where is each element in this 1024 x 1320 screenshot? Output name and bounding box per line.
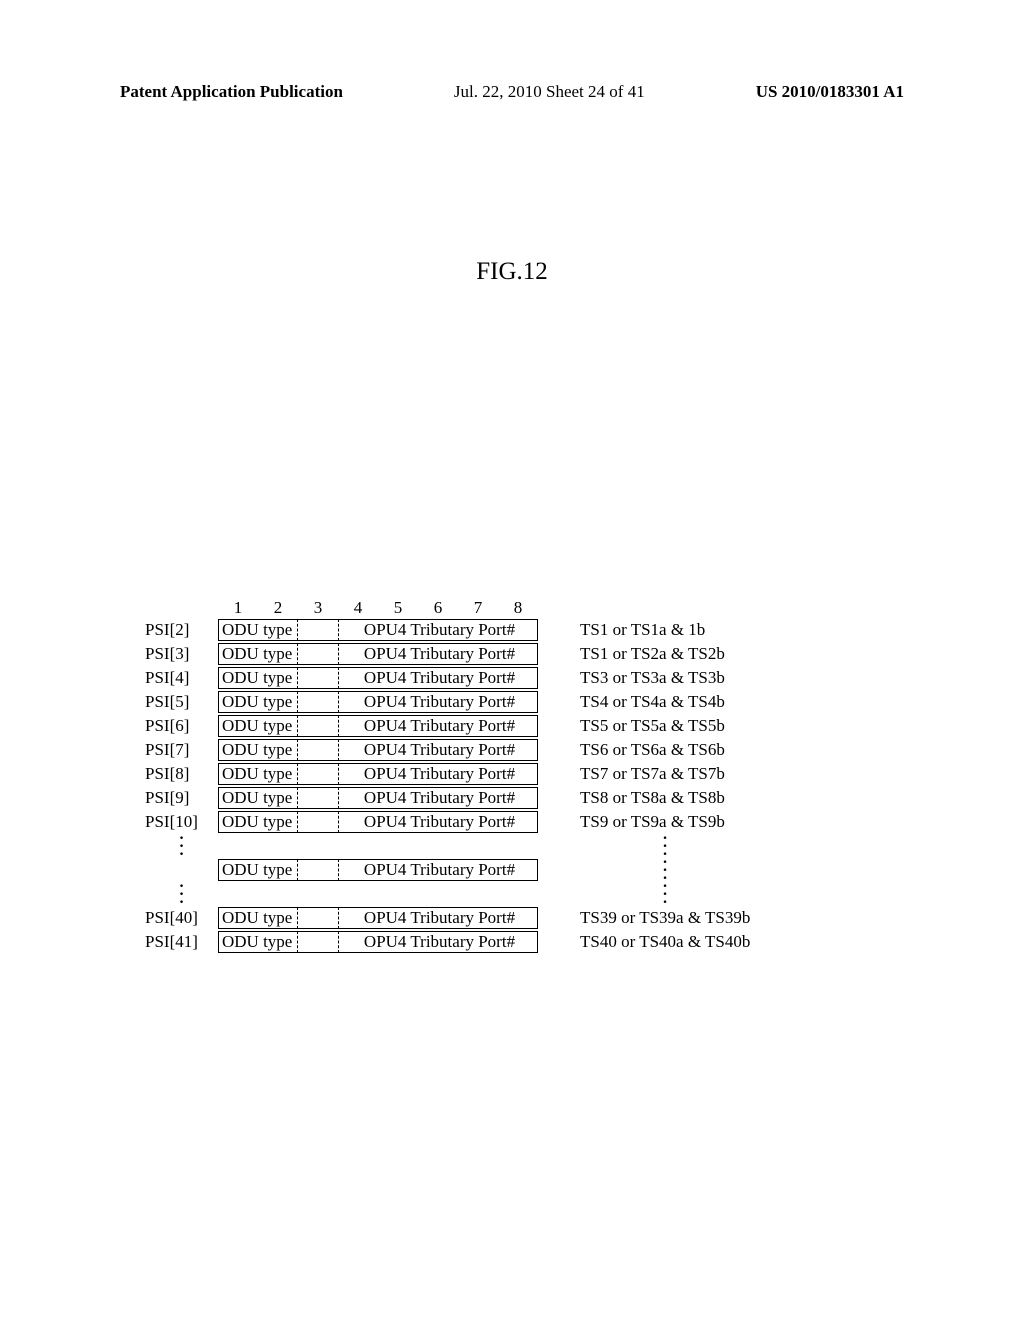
gap-box	[298, 619, 338, 641]
psi-label: PSI[5]	[145, 692, 218, 712]
tributary-port-box: OPU4 Tributary Port#	[338, 643, 538, 665]
psi-row: PSI[41] ODU type OPU4 Tributary Port# TS…	[145, 930, 885, 954]
tributary-port-box: OPU4 Tributary Port#	[338, 667, 538, 689]
ellipsis-row: ··· ···	[145, 834, 885, 858]
tributary-port-box: OPU4 Tributary Port#	[338, 907, 538, 929]
tributary-port-box: OPU4 Tributary Port#	[338, 691, 538, 713]
ts-label: TS1 or TS1a & 1b	[580, 620, 705, 640]
tributary-port-box: OPU4 Tributary Port#	[338, 811, 538, 833]
col-num: 2	[258, 598, 298, 618]
column-number-row: 1 2 3 4 5 6 7 8	[218, 598, 885, 618]
psi-row: PSI[10] ODU type OPU4 Tributary Port# TS…	[145, 810, 885, 834]
psi-row: PSI[3] ODU type OPU4 Tributary Port# TS1…	[145, 642, 885, 666]
header-mid: Jul. 22, 2010 Sheet 24 of 41	[454, 82, 645, 102]
psi-row: PSI[4] ODU type OPU4 Tributary Port# TS3…	[145, 666, 885, 690]
col-num: 7	[458, 598, 498, 618]
odu-type-box: ODU type	[218, 787, 298, 809]
col-num: 1	[218, 598, 258, 618]
ts-label: TS4 or TS4a & TS4b	[580, 692, 725, 712]
header-left: Patent Application Publication	[120, 82, 343, 102]
gap-box	[298, 907, 338, 929]
ts-label: TS9 or TS9a & TS9b	[580, 812, 725, 832]
tributary-port-box: OPU4 Tributary Port#	[338, 619, 538, 641]
figure-title: FIG.12	[0, 258, 1024, 286]
tributary-port-box: OPU4 Tributary Port#	[338, 739, 538, 761]
psi-label: PSI[2]	[145, 620, 218, 640]
ts-label: TS6 or TS6a & TS6b	[580, 740, 725, 760]
gap-box	[298, 859, 338, 881]
gap-box	[298, 691, 338, 713]
odu-type-box: ODU type	[218, 859, 298, 881]
odu-type-box: ODU type	[218, 691, 298, 713]
vdots-icon: ···	[145, 834, 218, 858]
ts-label: TS3 or TS3a & TS3b	[580, 668, 725, 688]
odu-type-box: ODU type	[218, 763, 298, 785]
tributary-port-box: OPU4 Tributary Port#	[338, 763, 538, 785]
psi-label: PSI[8]	[145, 764, 218, 784]
psi-label: PSI[6]	[145, 716, 218, 736]
psi-row: PSI[40] ODU type OPU4 Tributary Port# TS…	[145, 906, 885, 930]
psi-row: PSI[9] ODU type OPU4 Tributary Port# TS8…	[145, 786, 885, 810]
odu-type-box: ODU type	[218, 643, 298, 665]
col-num: 4	[338, 598, 378, 618]
vdots-icon: ···	[580, 882, 750, 906]
psi-label: PSI[41]	[145, 932, 218, 952]
psi-row: PSI[5] ODU type OPU4 Tributary Port# TS4…	[145, 690, 885, 714]
ts-label: TS5 or TS5a & TS5b	[580, 716, 725, 736]
ts-label: TS8 or TS8a & TS8b	[580, 788, 725, 808]
ts-label: TS39 or TS39a & TS39b	[580, 908, 750, 928]
psi-row: PSI[7] ODU type OPU4 Tributary Port# TS6…	[145, 738, 885, 762]
odu-type-box: ODU type	[218, 907, 298, 929]
col-num: 3	[298, 598, 338, 618]
tributary-port-box: OPU4 Tributary Port#	[338, 931, 538, 953]
vdots-icon: ···	[145, 882, 218, 906]
psi-row: PSI[2] ODU type OPU4 Tributary Port# TS1…	[145, 618, 885, 642]
ts-label: TS7 or TS7a & TS7b	[580, 764, 725, 784]
page-header: Patent Application Publication Jul. 22, …	[120, 82, 904, 102]
header-right: US 2010/0183301 A1	[756, 82, 904, 102]
ts-label: TS40 or TS40a & TS40b	[580, 932, 750, 952]
psi-row: PSI[8] ODU type OPU4 Tributary Port# TS7…	[145, 762, 885, 786]
gap-box	[298, 715, 338, 737]
tributary-port-box: OPU4 Tributary Port#	[338, 787, 538, 809]
psi-label: PSI[4]	[145, 668, 218, 688]
psi-label: PSI[9]	[145, 788, 218, 808]
psi-label: PSI[7]	[145, 740, 218, 760]
gap-box	[298, 811, 338, 833]
gap-box	[298, 643, 338, 665]
psi-label: PSI[3]	[145, 644, 218, 664]
tributary-port-box: OPU4 Tributary Port#	[338, 715, 538, 737]
psi-row-mid: ODU type OPU4 Tributary Port# ···	[145, 858, 885, 882]
odu-type-box: ODU type	[218, 739, 298, 761]
col-num: 8	[498, 598, 538, 618]
gap-box	[298, 787, 338, 809]
col-num: 5	[378, 598, 418, 618]
gap-box	[298, 763, 338, 785]
psi-row: PSI[6] ODU type OPU4 Tributary Port# TS5…	[145, 714, 885, 738]
odu-type-box: ODU type	[218, 811, 298, 833]
ellipsis-row: ··· ···	[145, 882, 885, 906]
psi-label: PSI[40]	[145, 908, 218, 928]
gap-box	[298, 739, 338, 761]
odu-type-box: ODU type	[218, 667, 298, 689]
ts-label: TS1 or TS2a & TS2b	[580, 644, 725, 664]
figure-diagram: 1 2 3 4 5 6 7 8 PSI[2] ODU type OPU4 Tri…	[145, 598, 885, 954]
odu-type-box: ODU type	[218, 619, 298, 641]
gap-box	[298, 667, 338, 689]
odu-type-box: ODU type	[218, 715, 298, 737]
col-num: 6	[418, 598, 458, 618]
gap-box	[298, 931, 338, 953]
odu-type-box: ODU type	[218, 931, 298, 953]
tributary-port-box: OPU4 Tributary Port#	[338, 859, 538, 881]
